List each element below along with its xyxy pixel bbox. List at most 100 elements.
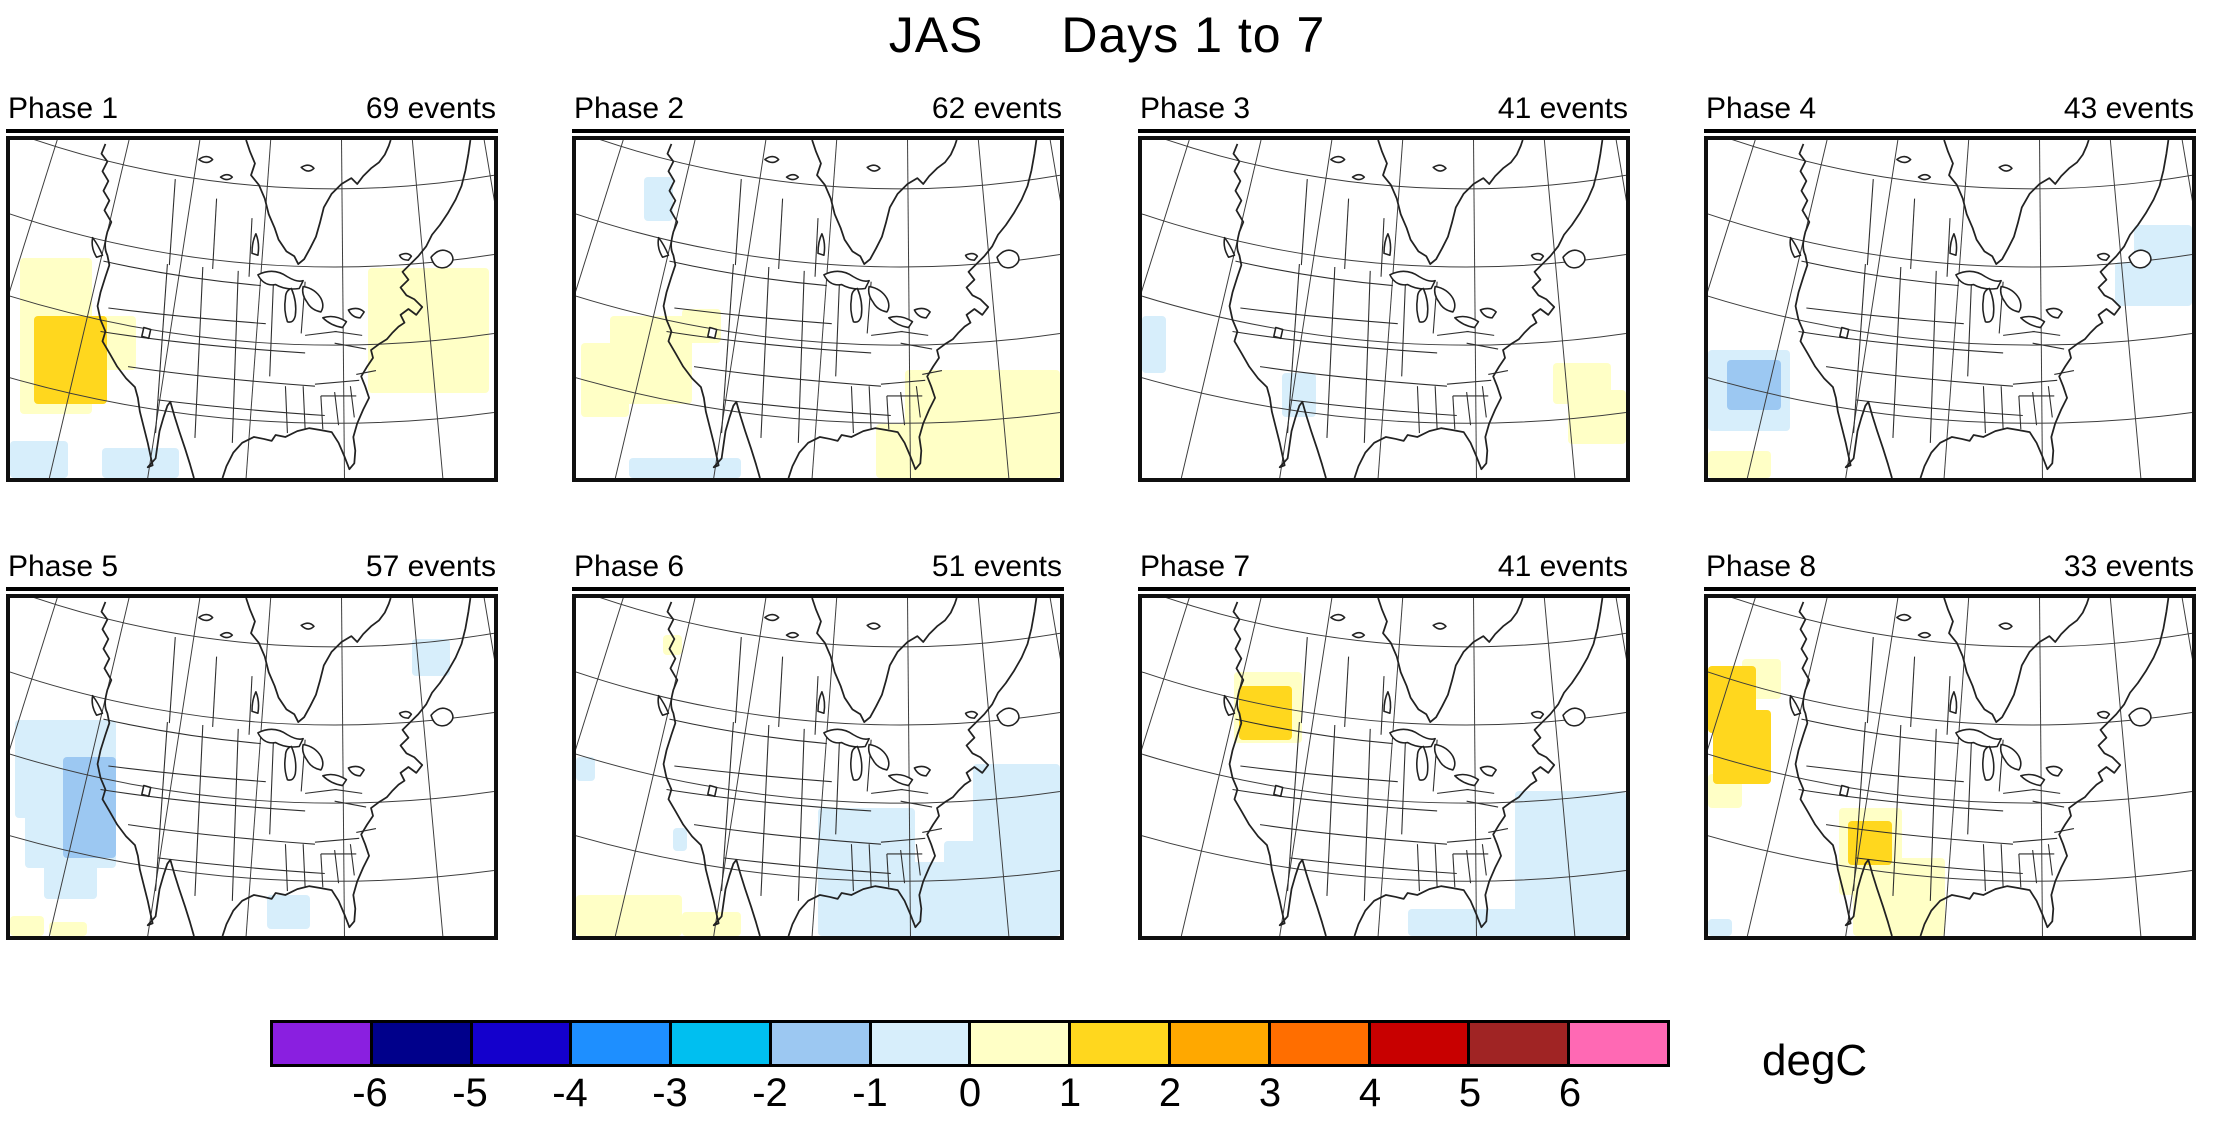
anomaly-map [1704,136,2196,482]
colorbar-cell [273,1023,370,1064]
phase-panel: Phase 8 33 events [1704,550,2196,940]
colorbar-cell [968,1023,1069,1064]
colorbar-tick: 0 [958,1071,982,1115]
north-america-map [1142,598,1626,936]
panel-header: Phase 3 41 events [1138,92,1630,133]
north-america-map [1708,598,2192,936]
colorbar-cell [1267,1023,1368,1064]
phase-label: Phase 8 [1706,550,1817,583]
colorbar-cell [868,1023,969,1064]
anomaly-patch [643,177,673,222]
figure-title: JAS Days 1 to 7 [0,6,2214,64]
events-count: 43 events [2063,92,2194,125]
events-count: 33 events [2063,550,2194,583]
colorbar: -6 -5 -4 -3 -2 -1 0 1 2 3 4 5 6 [270,1020,1670,1120]
title-range: Days 1 to 7 [1061,7,1326,63]
anomaly-map [572,594,1064,940]
anomaly-patch [682,912,741,936]
events-count: 41 events [1497,92,1628,125]
phase-panel: Phase 6 51 events [572,550,1064,940]
anomaly-patch [368,268,490,394]
phase-panel: Phase 4 43 events [1704,92,2196,482]
anomaly-patch [576,756,596,781]
colorbar-cell [1467,1023,1568,1064]
anomaly-patch [10,915,44,936]
events-count: 41 events [1497,550,1628,583]
colorbar-cell [669,1023,769,1064]
anomaly-patch [1853,858,1946,936]
anomaly-patch [1708,919,1733,936]
colorbar-tick: 2 [1158,1071,1182,1115]
anomaly-patch [10,440,69,478]
phase-panel: Phase 1 69 events [6,92,498,482]
panel-header: Phase 7 41 events [1138,550,1630,591]
anomaly-patch [101,447,180,478]
panel-header: Phase 6 51 events [572,550,1064,591]
anomaly-map [572,136,1064,482]
events-count: 57 events [365,550,496,583]
colorbar-tick: 4 [1358,1071,1382,1115]
colorbar-cell [569,1023,670,1064]
events-count: 62 events [931,92,1062,125]
anomaly-map [6,594,498,940]
colorbar-tick: 1 [1058,1071,1082,1115]
colorbar-cell [768,1023,869,1064]
colorbar-tick: 6 [1558,1071,1582,1115]
north-america-map [10,598,494,936]
anomaly-patch [672,827,688,852]
colorbar-tick: -1 [852,1071,888,1115]
phase-panel: Phase 7 41 events [1138,550,1630,940]
north-america-map [576,598,1060,936]
panel-header: Phase 2 62 events [572,92,1064,133]
anomaly-patch [663,635,683,656]
north-america-map [1142,140,1626,478]
colorbar-cell [1567,1023,1667,1064]
colorbar-tick: -5 [452,1071,488,1115]
north-america-map [576,140,1060,478]
colorbar-units-label: degC [1762,1036,1868,1085]
anomaly-map [6,136,498,482]
panel-header: Phase 8 33 events [1704,550,2196,591]
colorbar-tick-labels: -6 -5 -4 -3 -2 -1 0 1 2 3 4 5 6 [270,1067,1670,1117]
anomaly-patch [266,895,311,930]
anomaly-patch [43,858,98,899]
colorbar-cell [1168,1023,1268,1064]
colorbar-cell [1068,1023,1169,1064]
colorbar-tick: 5 [1458,1071,1482,1115]
anomaly-patch [1142,315,1167,374]
colorbar-cell [1367,1023,1468,1064]
events-count: 51 events [931,550,1062,583]
anomaly-patch [1238,685,1293,740]
phase-label: Phase 1 [8,92,119,125]
phase-label: Phase 2 [574,92,685,125]
panel-header: Phase 5 57 events [6,550,498,591]
colorbar-tick: -4 [552,1071,588,1115]
anomaly-patch [1408,908,1530,936]
anomaly-patch [1708,450,1771,478]
anomaly-patch [1712,709,1771,784]
colorbar-cell [469,1023,570,1064]
anomaly-patch [1514,790,1626,936]
panel-header: Phase 1 69 events [6,92,498,133]
colorbar-tick: -2 [752,1071,788,1115]
phase-label: Phase 6 [574,550,685,583]
panel-grid: Phase 1 69 events Phase 2 62 events Phas… [6,92,2196,940]
panel-header: Phase 4 43 events [1704,92,2196,133]
colorbar-cells [270,1020,1670,1067]
anomaly-map [1138,136,1630,482]
anomaly-map [1704,594,2196,940]
phase-label: Phase 4 [1706,92,1817,125]
anomaly-patch [1567,390,1626,445]
anomaly-patch [48,922,88,936]
phase-panel: Phase 5 57 events [6,550,498,940]
north-america-map [10,140,494,478]
phase-label: Phase 5 [8,550,119,583]
colorbar-tick: -3 [652,1071,688,1115]
phase-panel: Phase 3 41 events [1138,92,1630,482]
anomaly-patch [576,895,683,936]
anomaly-patch [2114,261,2192,306]
title-season: JAS [888,7,984,63]
colorbar-cell [369,1023,470,1064]
anomaly-patch [629,457,741,478]
